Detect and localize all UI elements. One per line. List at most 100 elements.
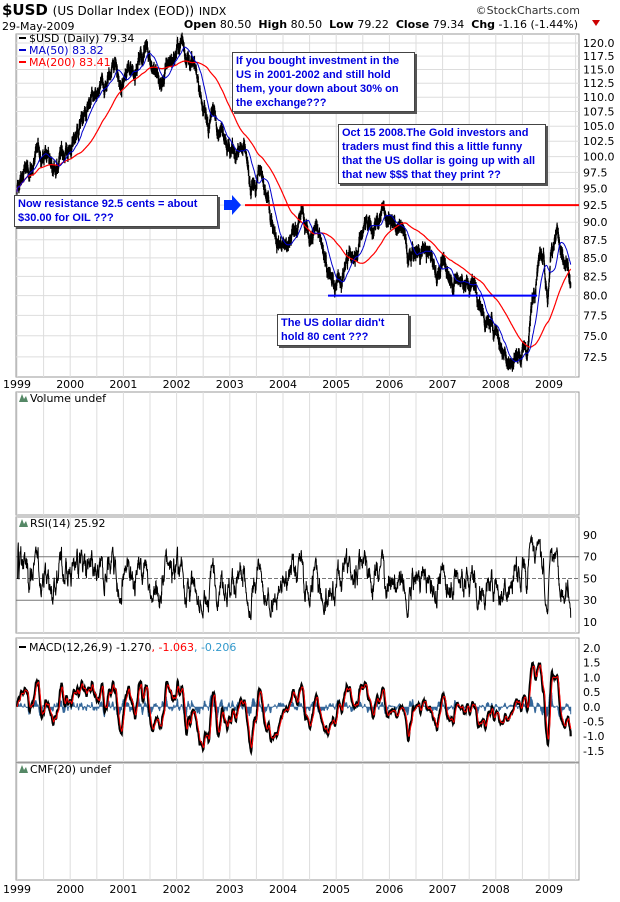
macd-value: , -0.206 <box>194 641 236 654</box>
year-label-bottom: 2000 <box>56 883 84 896</box>
close-value: 79.34 <box>432 18 465 31</box>
exchange: INDX <box>198 5 227 18</box>
price-tick-label: 75.0 <box>583 330 608 343</box>
price-tick-label: 115.0 <box>583 64 615 77</box>
open-value: 80.50 <box>219 18 252 31</box>
down-triangle-icon <box>592 20 600 26</box>
year-label-bottom: 2007 <box>429 883 457 896</box>
legend-swatch <box>19 61 26 63</box>
chart-date: 29-May-2009 <box>2 20 75 33</box>
macd-value: , -1.063 <box>152 641 194 654</box>
rsi-tick-label: 10 <box>583 616 597 629</box>
legend-ma200: MA(200) 83.41 <box>29 56 111 69</box>
macd-tick-label: -1.0 <box>583 730 604 743</box>
price-tick-label: 82.5 <box>583 270 608 283</box>
price-tick-label: 85.0 <box>583 252 608 265</box>
legend-ma50: MA(50) 83.82 <box>29 44 104 57</box>
price-tick-label: 102.5 <box>583 135 615 148</box>
price-tick-label: 107.5 <box>583 106 615 119</box>
year-label-bottom: 2005 <box>322 883 350 896</box>
low-value: 79.22 <box>357 18 389 31</box>
rsi-title: RSI(14) 25.92 <box>30 517 105 530</box>
macd-title: MACD(12,26,9) -1.270, -1.063, -0.206 <box>29 641 236 654</box>
rsi-tick-label: 50 <box>583 572 597 585</box>
volume-title: Volume undef <box>30 392 107 405</box>
price-tick-label: 80.0 <box>583 290 608 303</box>
year-label: 2009 <box>535 378 563 391</box>
macd-value: MACD(12,26,9) <box>29 641 113 654</box>
year-label: 2006 <box>375 378 403 391</box>
rsi-tick-label: 90 <box>583 529 597 542</box>
year-label-bottom: 2003 <box>216 883 244 896</box>
year-label: 1999 <box>3 378 31 391</box>
indicator-icon <box>19 519 28 527</box>
price-tick-label: 92.5 <box>583 199 608 212</box>
macd-signal-line <box>16 664 572 749</box>
price-tick-label: 95.0 <box>583 183 608 196</box>
price-tick-label: 112.5 <box>583 77 615 90</box>
year-label: 2000 <box>56 378 84 391</box>
symbol: $USD <box>2 1 48 19</box>
index-name: (US Dollar Index (EOD)) <box>52 4 195 18</box>
year-label-bottom: 2006 <box>375 883 403 896</box>
copyright[interactable]: ©StockCharts.com <box>475 4 580 17</box>
year-label-bottom: 2004 <box>269 883 297 896</box>
year-label: 2001 <box>109 378 137 391</box>
indicator-icon <box>19 394 28 402</box>
legend-swatch <box>19 49 26 51</box>
price-tick-label: 100.0 <box>583 151 615 164</box>
chg-label: Chg <box>471 18 496 31</box>
year-label-bottom: 2009 <box>535 883 563 896</box>
year-label-bottom: 2001 <box>109 883 137 896</box>
arrow-right-icon <box>224 195 241 215</box>
year-label: 2002 <box>163 378 191 391</box>
ma50-line <box>16 46 572 363</box>
macd-tick-label: 2.0 <box>583 642 601 655</box>
annotation-investment: If you bought investment in the US in 20… <box>232 52 415 112</box>
price-tick-label: 77.5 <box>583 309 608 322</box>
year-label-bottom: 2008 <box>482 883 510 896</box>
chart-title: $USD (US Dollar Index (EOD)) INDX <box>2 1 226 19</box>
macd-tick-label: 1.0 <box>583 671 601 684</box>
rsi-tick-label: 70 <box>583 551 597 564</box>
open-label: Open <box>183 18 217 31</box>
year-label: 2008 <box>482 378 510 391</box>
annotation-gold-investors: Oct 15 2008.The Gold investors and trade… <box>338 124 546 184</box>
rsi-tick-label: 30 <box>583 594 597 607</box>
price-tick-label: 117.5 <box>583 50 615 63</box>
price-tick-label: 97.5 <box>583 166 608 179</box>
high-label: High <box>258 18 288 31</box>
macd-tick-label: 0.5 <box>583 686 601 699</box>
legend-swatch <box>19 646 26 648</box>
price-tick-label: 110.0 <box>583 91 615 104</box>
quote-bar: Open 80.50 High 80.50 Low 79.22 Close 79… <box>184 18 578 31</box>
indicator-icon <box>19 765 28 773</box>
year-label: 2007 <box>429 378 457 391</box>
annotation-80-cent: The US dollar didn't hold 80 cent ??? <box>277 314 409 346</box>
high-value: 80.50 <box>290 18 323 31</box>
macd-tick-label: -1.5 <box>583 745 604 758</box>
year-label: 2003 <box>216 378 244 391</box>
ma200-line <box>16 60 572 348</box>
price-tick-label: 90.0 <box>583 216 608 229</box>
macd-tick-label: 0.0 <box>583 701 601 714</box>
macd-tick-label: -0.5 <box>583 716 604 729</box>
price-tick-label: 72.5 <box>583 351 608 364</box>
year-label-bottom: 1999 <box>3 883 31 896</box>
year-label: 2004 <box>269 378 297 391</box>
close-label: Close <box>395 18 430 31</box>
cmf-panel <box>15 762 580 881</box>
year-label-bottom: 2002 <box>163 883 191 896</box>
rsi-line <box>17 534 572 621</box>
low-label: Low <box>329 18 354 31</box>
macd-value: -1.270 <box>113 641 152 654</box>
legend-swatch <box>19 37 26 39</box>
chg-value: -1.16 (-1.44%) <box>498 18 578 31</box>
cmf-title: CMF(20) undef <box>30 763 112 776</box>
price-tick-label: 105.0 <box>583 120 615 133</box>
legend-price: $USD (Daily) 79.34 <box>29 32 134 45</box>
price-tick-label: 120.0 <box>583 37 615 50</box>
price-tick-label: 87.5 <box>583 234 608 247</box>
volume-panel <box>15 391 580 516</box>
